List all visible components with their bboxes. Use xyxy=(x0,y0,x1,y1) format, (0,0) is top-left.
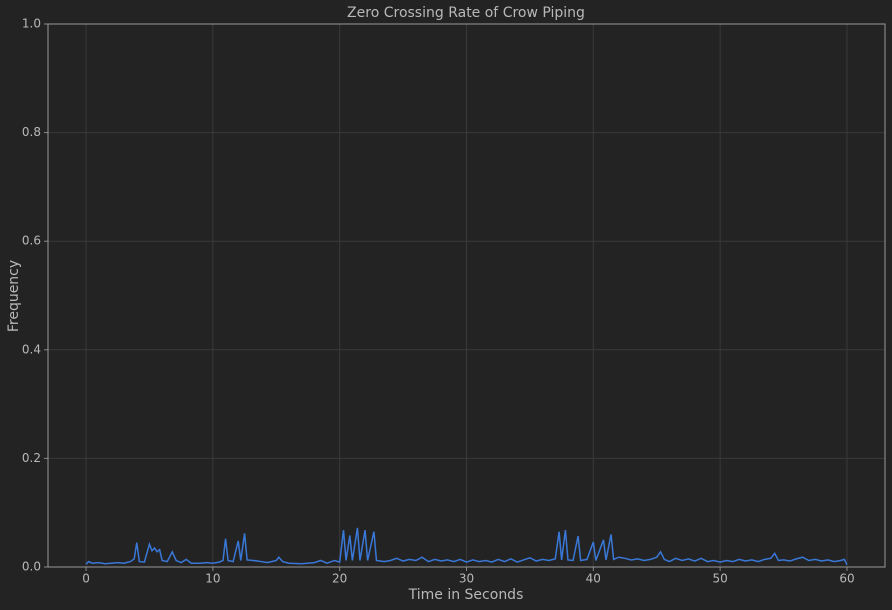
x-tick-label: 20 xyxy=(332,572,347,586)
x-tick-label: 10 xyxy=(205,572,220,586)
y-tick-label: 0.4 xyxy=(22,342,41,356)
y-tick-label: 0.8 xyxy=(22,125,41,139)
chart-title: Zero Crossing Rate of Crow Piping xyxy=(347,5,585,21)
x-axis-label: Time in Seconds xyxy=(408,587,524,603)
x-tick-label: 60 xyxy=(839,572,854,586)
y-tick-label: 0.2 xyxy=(22,451,41,465)
x-tick-label: 30 xyxy=(459,572,474,586)
y-tick-label: 0.6 xyxy=(22,234,41,248)
x-tick-label: 50 xyxy=(712,572,727,586)
y-tick-label: 0.0 xyxy=(22,560,41,574)
x-tick-label: 0 xyxy=(82,572,90,586)
x-tick-label: 40 xyxy=(586,572,601,586)
y-axis-label: Frequency xyxy=(6,260,22,332)
plot-frame xyxy=(47,23,886,568)
y-tick-label: 1.0 xyxy=(22,17,41,31)
data-line xyxy=(85,527,848,566)
